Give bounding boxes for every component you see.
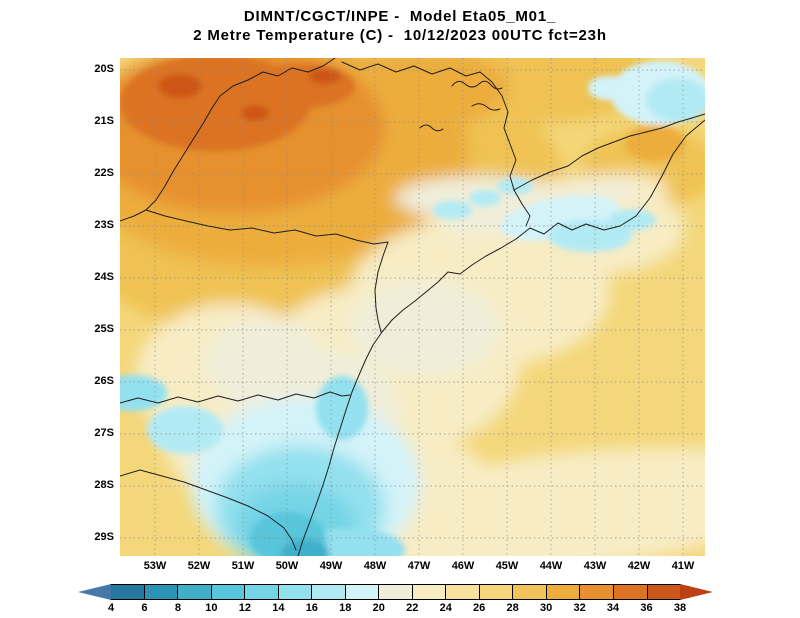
colorbar-segment xyxy=(210,584,246,600)
colorbar-segment xyxy=(579,584,614,600)
lat-label: 20S xyxy=(94,63,114,75)
lon-label: 47W xyxy=(407,560,431,572)
colorbar-segment xyxy=(411,584,447,600)
lat-label: 24S xyxy=(94,271,114,283)
lon-label: 52W xyxy=(187,560,211,572)
lat-label: 28S xyxy=(94,479,114,491)
colorbar-segment xyxy=(143,584,179,600)
colorbar-tick-label: 28 xyxy=(506,602,519,614)
colorbar-tick-label: 14 xyxy=(272,602,285,614)
colorbar-tick-label: 38 xyxy=(673,602,687,614)
colorbar-tick-label: 30 xyxy=(539,602,553,614)
lat-label: 21S xyxy=(94,115,114,127)
lon-label: 51W xyxy=(231,560,255,572)
lon-label: 48W xyxy=(363,560,387,572)
title-line1: DIMNT/CGCT/INPE - Model Eta05_M01_ xyxy=(243,8,557,25)
lake-outline xyxy=(451,80,503,90)
colorbar-tick-label: 36 xyxy=(640,602,653,614)
lon-label: 44W xyxy=(539,560,563,572)
title-line2: 2 Metre Temperature (C) - 10/12/2023 00U… xyxy=(193,27,607,44)
state-boundary-sp-pr xyxy=(145,209,389,333)
colorbar-segment xyxy=(344,584,380,600)
colorbar-tick-label: 20 xyxy=(372,602,385,614)
colorbar-segment xyxy=(378,584,413,600)
state-boundary-rj-mg xyxy=(513,113,705,191)
colorbar-arrow-below xyxy=(78,584,111,600)
lon-label: 43W xyxy=(583,560,607,572)
colorbar-segment xyxy=(612,584,648,600)
colorbar-tick-label: 24 xyxy=(439,602,452,614)
temperature-map xyxy=(120,58,705,556)
lat-label: 29S xyxy=(94,531,114,543)
lat-label: 23S xyxy=(94,219,114,231)
colorbar-tick-label: 34 xyxy=(606,602,620,614)
colorbar-tick-label: 22 xyxy=(406,602,419,614)
colorbar-segment xyxy=(177,584,212,600)
header: DIMNT/CGCT/INPE - Model Eta05_M01_ 2 Met… xyxy=(0,7,800,45)
colorbar-tick-label: 18 xyxy=(339,602,352,614)
map-boundaries xyxy=(120,58,705,556)
colorbar-segment xyxy=(277,584,313,600)
colorbar-segment xyxy=(545,584,581,600)
lake-outline xyxy=(419,124,444,132)
lon-label: 42W xyxy=(627,560,651,572)
colorbar-tick-label: 26 xyxy=(473,602,486,614)
state-boundary-parana-river xyxy=(120,58,336,222)
colorbar-segment xyxy=(478,584,514,600)
lon-label: 46W xyxy=(451,560,475,572)
lon-label: 45W xyxy=(495,560,519,572)
lat-label: 25S xyxy=(94,323,114,335)
lon-label: 49W xyxy=(319,560,343,572)
colorbar-tick-label: 12 xyxy=(238,602,251,614)
colorbar-segment xyxy=(646,584,682,600)
colorbar-tick-label: 4 xyxy=(107,602,115,614)
graticule-grid xyxy=(120,58,705,556)
colorbar-tick-label: 32 xyxy=(573,602,586,614)
colorbar xyxy=(78,584,714,600)
lon-label: 53W xyxy=(143,560,167,572)
colorbar-segment xyxy=(445,584,480,600)
state-boundary-pr-sc xyxy=(120,391,351,404)
colorbar-arrow-above xyxy=(680,584,714,600)
colorbar-tick-label: 16 xyxy=(305,602,318,614)
colorbar-tick-label: 10 xyxy=(205,602,218,614)
state-boundary-sc-rs xyxy=(120,469,297,551)
lat-label: 26S xyxy=(94,375,114,387)
temperature-field xyxy=(120,58,705,556)
lon-label: 50W xyxy=(275,560,299,572)
colorbar-tick-label: 8 xyxy=(174,602,181,614)
colorbar-segment xyxy=(311,584,346,600)
colorbar-tick-label: 6 xyxy=(141,602,148,614)
lon-label: 41W xyxy=(671,560,695,572)
lat-label: 22S xyxy=(94,167,114,179)
colorbar-segment xyxy=(244,584,279,600)
colorbar-segment xyxy=(512,584,547,600)
coastline xyxy=(297,119,705,556)
lake-outline xyxy=(471,103,501,111)
lat-label: 27S xyxy=(94,427,114,439)
colorbar-segment xyxy=(110,584,145,600)
